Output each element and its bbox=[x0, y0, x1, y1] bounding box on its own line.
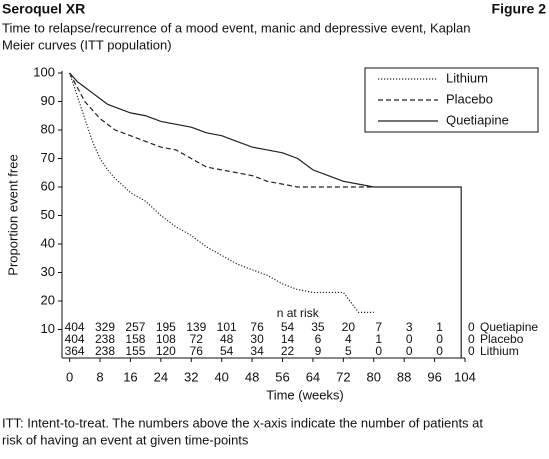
at-risk-row-name: Placebo bbox=[480, 332, 524, 346]
x-tick-label: 80 bbox=[367, 369, 381, 384]
x-tick-label: 32 bbox=[184, 369, 198, 384]
at-risk-count: 4 bbox=[345, 332, 352, 346]
at-risk-count: 6 bbox=[315, 332, 322, 346]
at-risk-count: 0 bbox=[468, 344, 475, 358]
at-risk-count: 238 bbox=[95, 344, 115, 358]
at-risk-count: 139 bbox=[186, 320, 206, 334]
at-risk-count: 195 bbox=[156, 320, 176, 334]
x-tick-label: 64 bbox=[306, 369, 320, 384]
at-risk-count: 76 bbox=[250, 320, 264, 334]
at-risk-count: 0 bbox=[436, 344, 443, 358]
y-axis-label: Proportion event free bbox=[5, 154, 20, 275]
at-risk-row-name: Quetiapine bbox=[480, 320, 538, 334]
x-tick-label: 0 bbox=[66, 369, 73, 384]
legend-label: Placebo bbox=[446, 91, 493, 106]
y-tick-label: 40 bbox=[41, 235, 55, 250]
at-risk-count: 9 bbox=[315, 344, 322, 358]
at-risk-count: 30 bbox=[250, 332, 264, 346]
x-tick-label: 72 bbox=[336, 369, 350, 384]
x-tick-label: 8 bbox=[96, 369, 103, 384]
at-risk-count: 257 bbox=[125, 320, 145, 334]
y-tick-label: 80 bbox=[41, 121, 55, 136]
at-risk-count: 3 bbox=[406, 320, 413, 334]
footnote-line: ITT: Intent-to-treat. The numbers above … bbox=[2, 415, 483, 430]
header-right: Figure 2 bbox=[492, 1, 547, 17]
at-risk-count: 1 bbox=[436, 320, 443, 334]
x-tick-label: 104 bbox=[454, 369, 476, 384]
at-risk-count: 20 bbox=[342, 320, 356, 334]
at-risk-count: 76 bbox=[190, 344, 204, 358]
at-risk-label: n at risk bbox=[277, 306, 320, 320]
at-risk-count: 5 bbox=[345, 344, 352, 358]
x-tick-label: 40 bbox=[214, 369, 228, 384]
y-tick-label: 30 bbox=[41, 264, 55, 279]
subtitle-line: Time to relapse/recurrence of a mood eve… bbox=[2, 20, 471, 35]
at-risk-count: 7 bbox=[375, 320, 382, 334]
at-risk-count: 0 bbox=[375, 344, 382, 358]
x-tick-label: 96 bbox=[427, 369, 441, 384]
at-risk-count: 155 bbox=[125, 344, 145, 358]
at-risk-count: 0 bbox=[436, 332, 443, 346]
at-risk-count: 72 bbox=[190, 332, 204, 346]
at-risk-count: 54 bbox=[281, 320, 295, 334]
at-risk-count: 35 bbox=[311, 320, 325, 334]
y-tick-label: 100 bbox=[33, 64, 55, 79]
at-risk-count: 404 bbox=[65, 332, 85, 346]
at-risk-count: 14 bbox=[281, 332, 295, 346]
legend-label: Quetiapine bbox=[446, 112, 509, 127]
at-risk-count: 238 bbox=[95, 332, 115, 346]
at-risk-row-name: Lithium bbox=[480, 344, 519, 358]
at-risk-count: 22 bbox=[281, 344, 295, 358]
survival-curve bbox=[69, 72, 374, 313]
at-risk-count: 108 bbox=[156, 332, 176, 346]
y-tick-label: 20 bbox=[41, 292, 55, 307]
y-tick-label: 60 bbox=[41, 178, 55, 193]
survival-curve bbox=[69, 72, 462, 358]
at-risk-count: 48 bbox=[220, 332, 234, 346]
footnote-line: risk of having an event at given time-po… bbox=[2, 432, 249, 447]
header-left: Seroquel XR bbox=[2, 1, 85, 17]
subtitle-line: Meier curves (ITT population) bbox=[2, 37, 172, 52]
at-risk-count: 1 bbox=[375, 332, 382, 346]
at-risk-count: 404 bbox=[65, 320, 85, 334]
x-tick-label: 88 bbox=[397, 369, 411, 384]
at-risk-count: 34 bbox=[250, 344, 264, 358]
x-tick-label: 24 bbox=[154, 369, 168, 384]
at-risk-count: 101 bbox=[217, 320, 237, 334]
at-risk-count: 120 bbox=[156, 344, 176, 358]
at-risk-count: 0 bbox=[406, 344, 413, 358]
y-tick-label: 50 bbox=[41, 207, 55, 222]
at-risk-count: 0 bbox=[468, 320, 475, 334]
y-tick-label: 70 bbox=[41, 150, 55, 165]
at-risk-count: 329 bbox=[95, 320, 115, 334]
at-risk-count: 0 bbox=[468, 332, 475, 346]
y-tick-label: 90 bbox=[41, 93, 55, 108]
x-tick-label: 16 bbox=[123, 369, 137, 384]
x-axis-label: Time (weeks) bbox=[266, 387, 344, 402]
at-risk-count: 54 bbox=[220, 344, 234, 358]
y-tick-label: 10 bbox=[41, 321, 55, 336]
at-risk-count: 364 bbox=[65, 344, 85, 358]
survival-curve bbox=[69, 72, 374, 188]
legend-label: Lithium bbox=[446, 70, 488, 85]
at-risk-count: 158 bbox=[125, 332, 145, 346]
at-risk-count: 0 bbox=[406, 332, 413, 346]
x-tick-label: 48 bbox=[245, 369, 259, 384]
x-tick-label: 56 bbox=[275, 369, 289, 384]
